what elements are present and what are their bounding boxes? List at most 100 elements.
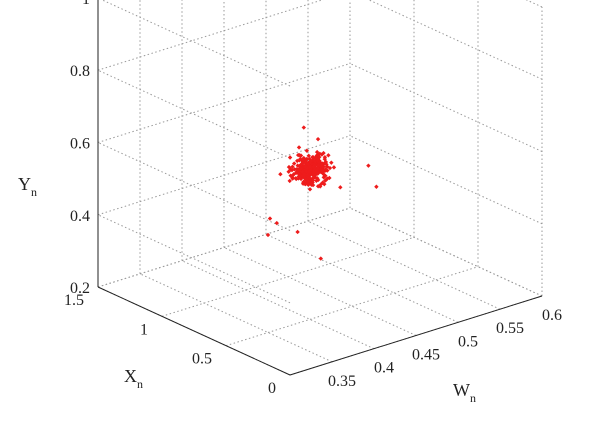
data-point xyxy=(306,178,312,184)
y-tick-label: 0.4 xyxy=(70,208,90,225)
data-point xyxy=(303,169,309,174)
data-point xyxy=(303,164,308,169)
data-points xyxy=(265,125,379,261)
data-point xyxy=(297,158,302,163)
w-tick-label: 0.5 xyxy=(458,333,478,350)
data-point xyxy=(306,153,311,158)
wall-gridline xyxy=(349,207,543,297)
x-tick-label: 0 xyxy=(268,380,276,397)
data-point xyxy=(301,171,307,177)
wall-gridline xyxy=(367,0,543,80)
data-point xyxy=(286,164,292,170)
wall-gridline xyxy=(101,0,291,87)
x-tick-label: 0.5 xyxy=(192,351,212,368)
data-point xyxy=(308,164,313,169)
data-point xyxy=(323,167,328,172)
wall-gridline xyxy=(525,0,543,8)
data-point xyxy=(310,182,316,188)
data-point xyxy=(323,173,328,179)
data-point xyxy=(294,167,299,172)
data-point xyxy=(296,171,302,177)
data-point xyxy=(321,150,326,156)
data-point xyxy=(291,172,297,177)
x-axis-line xyxy=(97,286,291,376)
floor-gridline xyxy=(223,247,417,336)
data-point xyxy=(305,161,310,167)
data-point xyxy=(366,163,371,168)
data-point xyxy=(293,176,299,182)
floor-gridline xyxy=(349,207,543,297)
wall-gridline xyxy=(97,69,291,159)
wall-gridline xyxy=(97,207,351,288)
data-point xyxy=(303,177,308,182)
tick-labels: 0.35 0.4 0.45 0.5 0.55 0.6 0 0.5 1 1.50.2 0.4 0.6 0.… xyxy=(64,0,562,397)
data-point xyxy=(311,155,316,160)
wall-gridline xyxy=(97,135,351,216)
data-point xyxy=(314,149,320,155)
data-point xyxy=(314,178,319,183)
data-point xyxy=(315,136,321,142)
floor-gridline xyxy=(265,233,459,323)
data-point xyxy=(326,153,331,158)
x-tick-label: 1 xyxy=(140,321,148,338)
w-tick-label: 0.6 xyxy=(542,307,562,324)
y-axis-label: Yn xyxy=(18,174,37,199)
wall-gridline xyxy=(97,214,291,304)
data-point xyxy=(304,156,310,162)
data-point xyxy=(308,158,314,164)
data-point xyxy=(265,232,271,238)
y-tick-label: 0.2 xyxy=(70,280,90,297)
floor-gridline xyxy=(307,220,501,310)
w-tick-label: 0.4 xyxy=(374,360,394,377)
x-tick-label: 1.5 xyxy=(64,292,84,309)
x-axis-label: Xn xyxy=(124,366,143,391)
gridlines xyxy=(97,0,543,376)
data-point xyxy=(329,160,334,165)
data-point xyxy=(318,256,323,261)
data-point xyxy=(316,170,321,175)
data-point xyxy=(307,187,313,192)
data-point xyxy=(321,169,326,175)
data-point xyxy=(267,216,273,221)
floor-gridline xyxy=(181,260,375,350)
data-point xyxy=(374,184,379,189)
data-point xyxy=(295,229,300,235)
y-tick-label: 0.8 xyxy=(70,63,90,80)
w-tick-label: 0.45 xyxy=(412,347,440,364)
data-point xyxy=(311,164,316,169)
data-point xyxy=(327,165,333,171)
w-axis-line xyxy=(289,295,543,376)
data-point xyxy=(303,158,308,163)
wall-gridline xyxy=(97,142,291,231)
data-point xyxy=(331,165,337,170)
w-tick-label: 0.35 xyxy=(328,373,356,390)
data-point xyxy=(290,164,295,169)
w-tick-label: 0.55 xyxy=(496,320,524,337)
wall-gridline xyxy=(349,135,543,225)
data-point xyxy=(306,169,312,174)
floor-gridline xyxy=(225,266,479,347)
wall-gridline xyxy=(97,63,351,143)
data-point xyxy=(287,178,292,184)
data-point xyxy=(324,162,329,167)
floor-gridline xyxy=(161,236,415,317)
data-point xyxy=(306,182,311,188)
axis-edges xyxy=(97,0,543,376)
data-point xyxy=(297,167,302,172)
floor-gridline xyxy=(139,273,333,363)
data-point xyxy=(305,170,310,175)
data-point xyxy=(297,169,303,175)
data-point xyxy=(320,180,325,185)
data-point xyxy=(290,175,295,181)
data-point xyxy=(296,145,302,150)
data-point xyxy=(338,185,343,190)
data-point xyxy=(274,220,279,226)
data-point xyxy=(301,157,306,162)
data-point xyxy=(297,152,302,158)
data-point xyxy=(278,172,283,177)
w-axis-label: Wn xyxy=(453,380,476,405)
data-point xyxy=(304,148,310,153)
y-tick-label: 1 xyxy=(82,0,90,8)
data-point xyxy=(301,125,306,130)
